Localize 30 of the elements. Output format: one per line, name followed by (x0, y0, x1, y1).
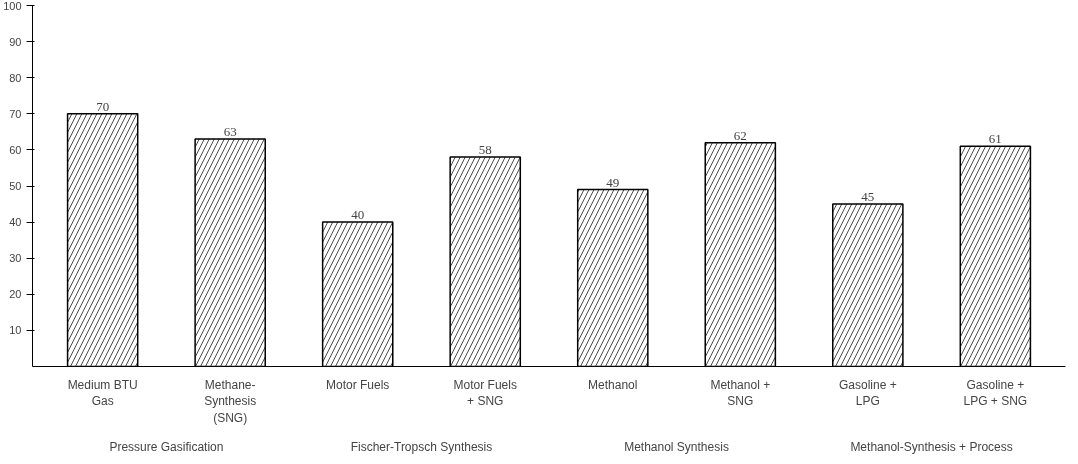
data-label: 61 (988, 131, 1002, 147)
x-tick-label: Medium BTU Gas (67, 377, 138, 409)
x-tick-label: Methanol + SNG (710, 377, 771, 409)
y-tick-label: 40 (9, 216, 22, 229)
x-tick-label: Motor Fuels (326, 377, 390, 392)
x-tick-label: Gasoline + LPG + SNG (963, 377, 1028, 409)
x-tick-label: Methane-Synthesis (SNG) (204, 377, 257, 426)
data-label: 62 (733, 127, 747, 143)
y-tick-label: 80 (9, 71, 22, 84)
data-label: 49 (606, 174, 620, 190)
data-label: 40 (351, 207, 365, 223)
text: Pressure Gasification (109, 439, 224, 454)
x-tick-label: Methanol (588, 377, 638, 392)
y-tick-label: 70 (9, 107, 22, 120)
y-tick-label: 20 (9, 288, 22, 301)
x-tick-label: Gasoline + LPG (838, 377, 897, 409)
data-label: 63 (223, 124, 237, 140)
y-tick-label: 10 (9, 324, 22, 337)
data-label: 58 (478, 142, 492, 158)
y-tick-label: 30 (9, 252, 22, 265)
data-label: 45 (861, 189, 875, 205)
y-tick-label: 60 (9, 143, 22, 156)
text: Methanol Synthesis (624, 439, 729, 454)
y-tick-label: 50 (9, 180, 22, 192)
x-tick-label: Motor Fuels + SNG (453, 377, 517, 409)
data-label: 70 (96, 98, 110, 114)
y-tick-label: 100 (3, 0, 22, 12)
text: Fischer-Tropsch Synthesis (350, 439, 493, 454)
text: Methanol-Synthesis + Process (850, 439, 1013, 454)
y-tick-label: 90 (9, 35, 22, 48)
